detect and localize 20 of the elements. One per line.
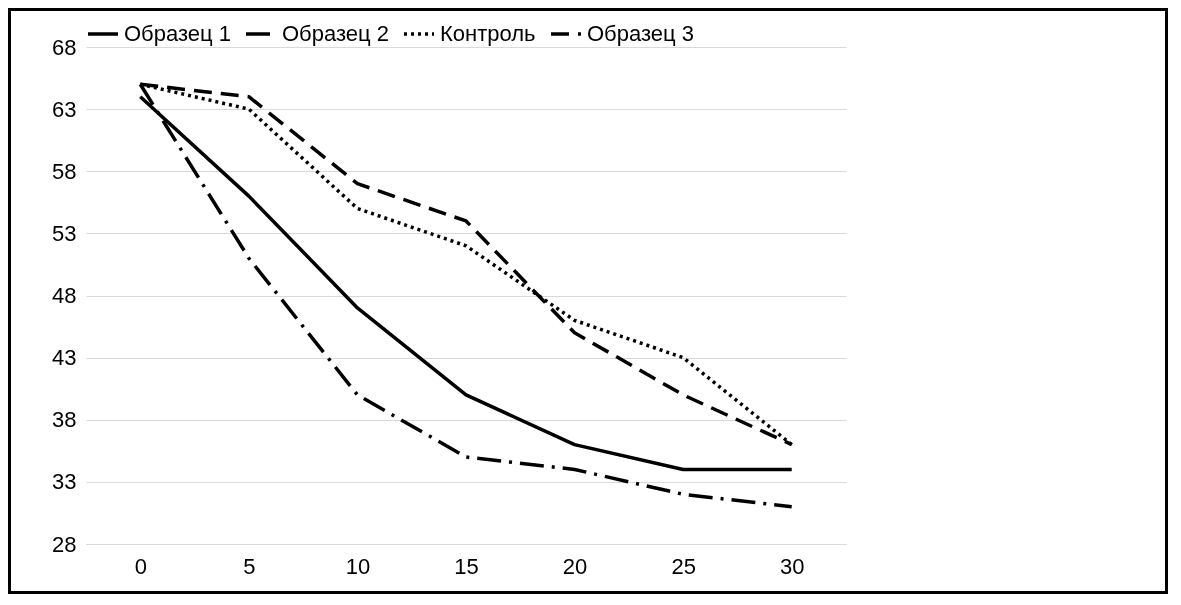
y-tick-label: 63: [52, 96, 77, 122]
y-tick-label: 58: [52, 158, 77, 184]
y-tick-label: 28: [52, 531, 77, 557]
legend-label: Образец 2: [282, 21, 389, 46]
legend-label: Образец 1: [124, 21, 231, 46]
y-tick-label: 53: [52, 220, 77, 246]
x-tick-label: 25: [671, 553, 696, 579]
x-tick-label: 20: [562, 553, 588, 579]
x-tick-label: 10: [345, 553, 371, 579]
y-tick-label: 48: [52, 283, 77, 308]
legend-label: Контроль: [440, 21, 536, 46]
y-tick-label: 43: [52, 345, 77, 371]
y-tick-label: 38: [52, 407, 77, 433]
x-tick-label: 15: [454, 553, 479, 579]
y-tick-label: 33: [52, 469, 77, 495]
x-tick-label: 0: [134, 553, 147, 579]
legend-label: Образец 3: [587, 21, 694, 46]
x-tick-label: 5: [243, 553, 256, 579]
x-tick-label: 30: [779, 553, 805, 579]
y-tick-label: 68: [52, 34, 77, 60]
